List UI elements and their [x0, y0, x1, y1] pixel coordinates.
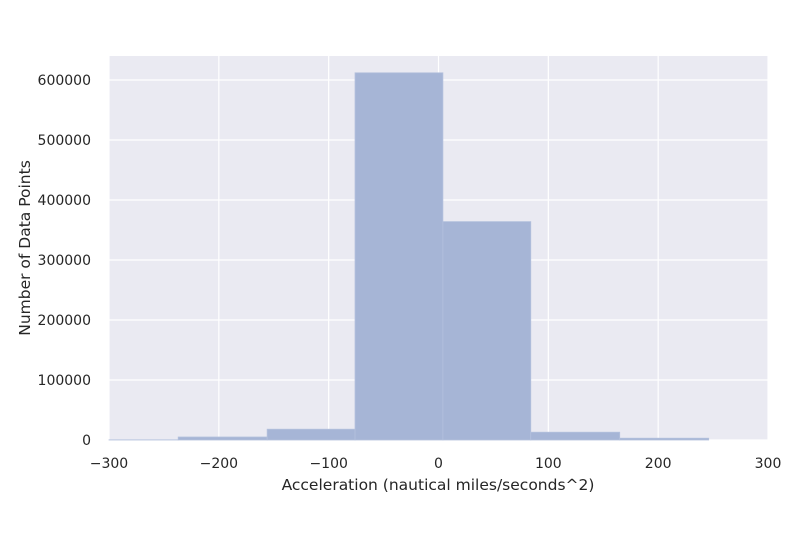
x-tick-label-4: 100 — [535, 456, 562, 472]
y-axis-label: Number of Data Points — [16, 160, 34, 336]
x-axis-label: Acceleration (nautical miles/seconds^2) — [282, 476, 595, 494]
histogram-bar-1 — [177, 436, 268, 441]
histogram-bar-3 — [354, 72, 444, 441]
y-tick-label-2: 200000 — [38, 313, 91, 329]
x-tick-label-0: −300 — [90, 456, 128, 472]
x-tick-label-5: 200 — [645, 456, 672, 472]
histogram-bar-2 — [266, 428, 356, 441]
y-tick-label-3: 300000 — [38, 253, 91, 269]
histogram-bar-5 — [530, 431, 621, 441]
y-tick-label-1: 100000 — [38, 373, 91, 389]
x-tick-label-3: 0 — [434, 456, 443, 472]
y-tick-label-4: 400000 — [38, 193, 91, 209]
y-tick-label-5: 500000 — [38, 133, 91, 149]
x-tick-label-6: 300 — [755, 456, 782, 472]
histogram-bar-4 — [442, 221, 532, 441]
y-tick-labels: 0 100000 200000 300000 400000 500000 600000 — [38, 73, 91, 449]
histogram-bars — [108, 72, 710, 441]
x-tick-labels: −300 −200 −100 0 100 200 300 — [90, 456, 782, 472]
histogram-bar-6 — [619, 437, 710, 441]
y-tick-label-6: 600000 — [38, 73, 91, 89]
y-tick-label-0: 0 — [82, 433, 91, 449]
x-tick-label-1: −200 — [200, 456, 238, 472]
x-tick-label-2: −100 — [309, 456, 347, 472]
